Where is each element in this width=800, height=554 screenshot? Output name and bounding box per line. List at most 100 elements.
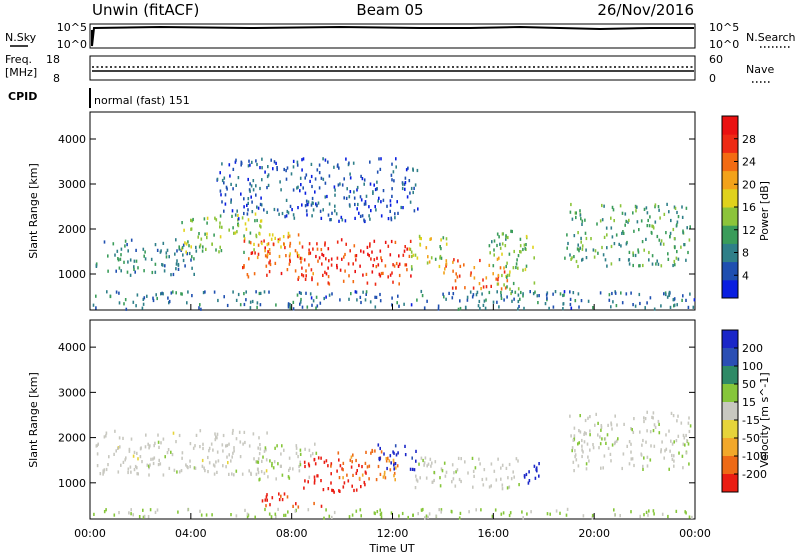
power-cell <box>342 279 345 283</box>
power-cell <box>322 273 324 277</box>
velocity-cell <box>255 460 257 464</box>
power-cell <box>594 249 597 253</box>
velocity-cell <box>147 442 149 446</box>
velocity-cell <box>266 431 268 435</box>
velocity-cell <box>325 459 328 463</box>
power-cell <box>287 231 290 235</box>
velocity-cell <box>295 502 297 506</box>
power-cell <box>427 255 429 259</box>
velocity-cell <box>383 470 386 474</box>
velocity-cell <box>650 444 652 448</box>
power-cell <box>287 302 290 306</box>
velocity-cell <box>192 446 195 450</box>
velocity-cell <box>359 508 362 512</box>
velocity-cell <box>273 460 276 464</box>
power-cell <box>356 298 358 302</box>
date-title: 26/Nov/2016 <box>597 1 694 19</box>
x-tick-label: 08:00 <box>276 527 308 540</box>
power-cell <box>292 300 295 304</box>
power-cell <box>608 293 611 297</box>
power-cell <box>175 238 177 242</box>
velocity-cell <box>181 456 183 460</box>
power-cell <box>665 292 667 297</box>
power-cell <box>496 290 498 294</box>
freq-panel: 18 8 Freq. [MHz] 60 0 Nave <box>5 53 774 85</box>
power-cell <box>389 273 392 277</box>
velocity-cell <box>256 460 258 464</box>
velocity-cell <box>677 414 679 418</box>
power-cell <box>471 295 474 299</box>
power-cell <box>685 298 687 302</box>
power-cell <box>473 266 476 270</box>
power-cell <box>669 234 671 239</box>
velocity-cell <box>394 478 396 482</box>
power-cell <box>350 292 352 296</box>
velocity-cell <box>610 421 612 425</box>
velocity-cell <box>370 451 372 455</box>
power-cell <box>504 286 507 290</box>
velocity-cell <box>388 459 391 463</box>
power-cell <box>234 160 237 164</box>
velocity-cell <box>235 514 238 518</box>
velocity-cell <box>338 476 341 480</box>
power-cell <box>430 256 433 260</box>
velocity-cell <box>384 476 387 480</box>
power-cell <box>177 267 180 271</box>
power-cell <box>327 275 330 279</box>
power-cell <box>224 202 227 206</box>
power-cell <box>92 303 95 307</box>
power-cell <box>496 243 498 248</box>
power-cell <box>685 258 687 262</box>
power-cell <box>285 198 288 202</box>
velocity-cell <box>427 515 429 519</box>
power-cell <box>579 246 581 250</box>
velocity-cell <box>668 429 670 433</box>
velocity-cell <box>228 472 230 476</box>
velocity-cell <box>295 444 298 448</box>
power-cell <box>243 237 246 241</box>
power-cell <box>569 297 572 301</box>
power-cell <box>228 228 230 232</box>
power-cell <box>336 266 338 270</box>
velocity-cell <box>241 472 244 476</box>
velocity-cell <box>377 464 380 469</box>
velocity-cell <box>600 466 602 470</box>
power-cell <box>253 272 256 276</box>
velocity-cell <box>687 421 690 425</box>
power-cell <box>166 248 169 252</box>
power-cell <box>522 268 524 272</box>
power-cell <box>642 263 644 268</box>
power-cell <box>651 224 653 228</box>
power-cell <box>185 242 188 246</box>
velocity-cell <box>555 509 558 513</box>
velocity-cell <box>534 476 537 480</box>
velocity-cell <box>148 446 150 450</box>
power-cell <box>287 211 290 215</box>
nsky-tick-high: 10^5 <box>57 21 87 34</box>
velocity-cell <box>153 444 155 448</box>
power-cell <box>646 224 649 228</box>
velocity-cell <box>600 428 602 432</box>
velocity-cell <box>154 510 157 514</box>
power-cell <box>193 257 195 261</box>
power-cell <box>142 297 145 301</box>
power-cell <box>136 293 139 297</box>
velocity-cell <box>201 464 204 468</box>
velocity-cell <box>361 473 364 477</box>
velocity-cell <box>257 446 259 450</box>
velocity-cell <box>346 473 348 477</box>
power-cell <box>305 269 307 273</box>
power-cell <box>416 298 418 302</box>
power-cell <box>237 217 240 221</box>
beam-title: Beam 05 <box>356 1 423 19</box>
velocity-cell <box>413 468 416 472</box>
velocity-cell <box>491 514 494 518</box>
power-cell <box>395 165 397 169</box>
velocity-cell <box>225 465 227 469</box>
velocity-cell <box>480 508 482 512</box>
power-cell <box>533 281 536 285</box>
power-cell <box>452 269 454 273</box>
velocity-cell <box>157 433 159 437</box>
power-cell <box>386 204 388 208</box>
